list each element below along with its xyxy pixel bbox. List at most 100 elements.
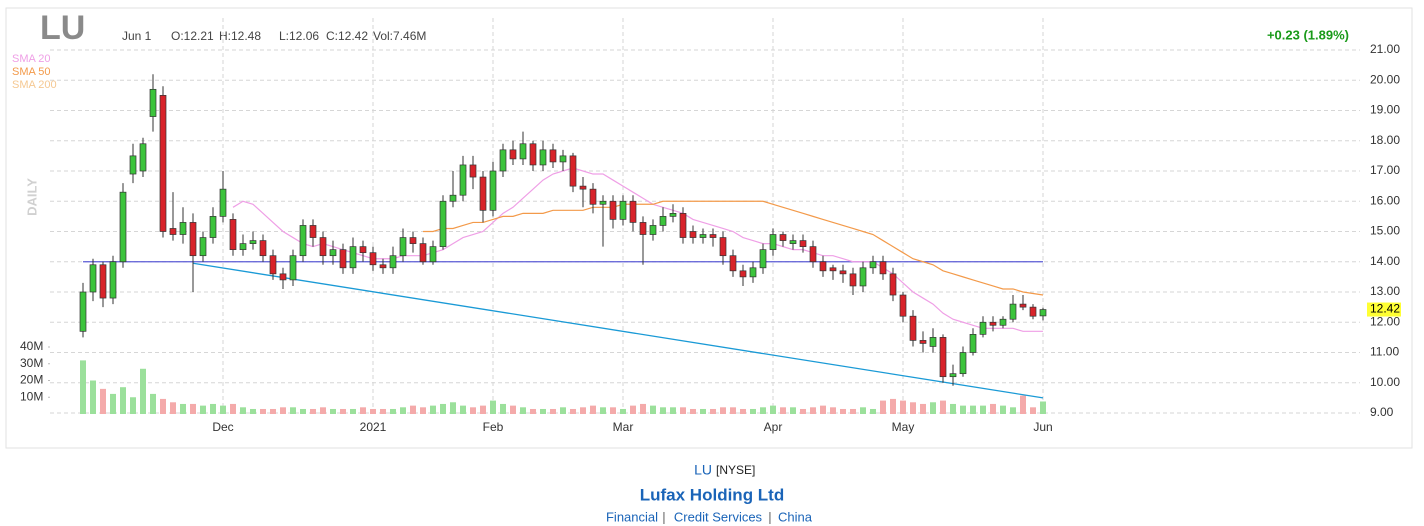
volume-bar bbox=[890, 398, 896, 414]
y-tick-label: 21.00 bbox=[1370, 42, 1400, 56]
volume-bar bbox=[190, 403, 196, 414]
volume-bar bbox=[340, 408, 346, 414]
volume-bar bbox=[1040, 401, 1046, 414]
volume-bar bbox=[460, 405, 466, 414]
volume-bar bbox=[790, 407, 796, 414]
candle-body bbox=[979, 321, 987, 335]
candle-body bbox=[819, 261, 827, 272]
volume-bar bbox=[100, 388, 106, 414]
candle-body bbox=[849, 273, 857, 287]
legend-entry: SMA 50 bbox=[12, 66, 51, 78]
moving-average bbox=[423, 200, 1044, 296]
volume-bar bbox=[590, 405, 596, 414]
volume-bar bbox=[610, 407, 616, 414]
candle-body bbox=[539, 149, 547, 166]
candle-body bbox=[759, 249, 767, 269]
ticker: LU bbox=[40, 9, 85, 47]
volume-bar bbox=[430, 405, 436, 414]
y-tick-label: 13.00 bbox=[1370, 284, 1400, 298]
y-tick-label: 14.00 bbox=[1370, 254, 1400, 268]
volume-bar bbox=[510, 405, 516, 414]
volume-bar bbox=[180, 403, 186, 414]
volume-tick-label: 20M bbox=[20, 373, 43, 387]
candle-body bbox=[229, 219, 237, 250]
candle-body bbox=[159, 95, 167, 232]
candle-body bbox=[489, 170, 497, 211]
volume-bar bbox=[370, 408, 376, 414]
candle-body bbox=[139, 143, 147, 172]
volume-bar bbox=[900, 400, 906, 414]
volume-bar bbox=[530, 408, 536, 414]
candle-body bbox=[339, 249, 347, 269]
candle-body bbox=[609, 200, 617, 220]
candle-body bbox=[779, 234, 787, 241]
volume-bar bbox=[450, 402, 456, 414]
candle-body bbox=[119, 191, 127, 263]
x-tick-label: Dec bbox=[212, 420, 233, 434]
volume-bar bbox=[160, 398, 166, 414]
volume-bar bbox=[350, 408, 356, 414]
volume-bar bbox=[290, 407, 296, 414]
volume-bar bbox=[320, 407, 326, 414]
candle-body bbox=[129, 155, 137, 175]
volume-tick-label: 10M bbox=[20, 389, 43, 403]
volume-bar bbox=[680, 407, 686, 414]
candle-body bbox=[99, 264, 107, 299]
volume-bar bbox=[620, 408, 626, 414]
y-tick-label: 12.00 bbox=[1370, 314, 1400, 328]
change: +0.23 (1.89%) bbox=[1267, 27, 1349, 42]
candle-body bbox=[499, 149, 507, 172]
candle-body bbox=[629, 200, 637, 223]
volume-bar bbox=[220, 405, 226, 414]
candle-body bbox=[109, 261, 117, 299]
volume-bar bbox=[500, 403, 506, 414]
header-open: O:12.21 bbox=[171, 29, 214, 43]
candle-body bbox=[1039, 309, 1047, 317]
candle-body bbox=[359, 246, 367, 254]
candle-body bbox=[219, 188, 227, 217]
header-date: Jun 1 bbox=[122, 29, 152, 43]
volume-bar bbox=[670, 407, 676, 414]
candle-body bbox=[509, 149, 517, 160]
volume-bar bbox=[960, 405, 966, 414]
volume-bar bbox=[710, 408, 716, 414]
company-name[interactable]: Lufax Holding Ltd bbox=[640, 485, 784, 504]
candle-body bbox=[659, 216, 667, 226]
volume-bar bbox=[230, 403, 236, 414]
industry[interactable]: Credit Services bbox=[674, 509, 763, 524]
volume-bar bbox=[490, 400, 496, 414]
volume-bar bbox=[570, 408, 576, 414]
volume-bar bbox=[860, 407, 866, 414]
candle-body bbox=[279, 273, 287, 281]
volume-bar bbox=[140, 368, 146, 414]
y-tick-label: 17.00 bbox=[1370, 163, 1400, 177]
volume-bar bbox=[550, 408, 556, 414]
y-tick-label: 10.00 bbox=[1370, 375, 1400, 389]
candle-body bbox=[949, 373, 957, 378]
volume-bar bbox=[940, 400, 946, 414]
volume-tick-label: 40M bbox=[20, 339, 43, 353]
candle-body bbox=[969, 334, 977, 353]
candle-body bbox=[729, 255, 737, 272]
candle-body bbox=[349, 246, 357, 269]
volume-bar bbox=[310, 408, 316, 414]
volume-bar bbox=[660, 407, 666, 414]
volume-bar bbox=[130, 397, 136, 414]
candle-body bbox=[439, 200, 447, 247]
separator: | bbox=[768, 509, 771, 524]
country[interactable]: China bbox=[778, 509, 813, 524]
candle-body bbox=[799, 240, 807, 247]
candle-body bbox=[859, 267, 867, 287]
candle-body bbox=[789, 240, 797, 244]
footer-ticker[interactable]: LU bbox=[694, 462, 712, 478]
volume-bar bbox=[410, 405, 416, 414]
volume-bar bbox=[850, 408, 856, 414]
volume-bar bbox=[170, 402, 176, 414]
sector[interactable]: Financial bbox=[606, 509, 658, 524]
volume-bar bbox=[950, 403, 956, 414]
volume-bar bbox=[820, 405, 826, 414]
volume-bar bbox=[930, 402, 936, 414]
volume-bar bbox=[90, 380, 96, 414]
candle-body bbox=[449, 194, 457, 202]
candle-body bbox=[559, 155, 567, 163]
